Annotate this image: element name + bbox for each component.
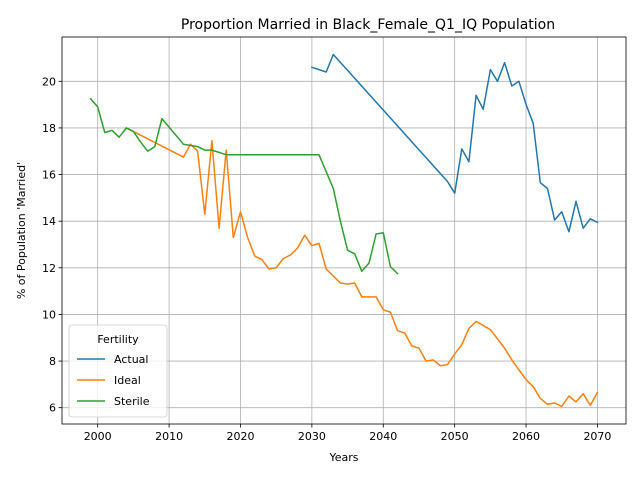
legend-box: [68, 324, 168, 418]
legend: Fertility Actual Ideal Sterile: [68, 324, 168, 418]
y-tick-label: 8: [49, 355, 56, 368]
x-tick-label: 2060: [512, 430, 540, 443]
legend-label-sterile: Sterile: [114, 395, 150, 408]
legend-title: Fertility: [97, 333, 139, 346]
x-tick-label: 2050: [441, 430, 469, 443]
plot-frame: [61, 36, 627, 425]
y-tick-label: 10: [42, 308, 56, 321]
y-tick-label: 20: [42, 75, 56, 88]
y-tick-label: 16: [42, 169, 56, 182]
x-tick-label: 2020: [226, 430, 254, 443]
chart-title: Proportion Married in Black_Female_Q1_IQ…: [181, 17, 555, 33]
x-tick-label: 2010: [155, 430, 183, 443]
legend-label-ideal: Ideal: [114, 374, 141, 387]
y-axis-label: % of Population 'Married': [15, 162, 28, 299]
grid: [62, 37, 626, 424]
series-line-actual: [310, 53, 599, 233]
series-line-sterile: [89, 97, 399, 275]
y-tick-label: 18: [42, 122, 56, 135]
y-tick-label: 6: [49, 402, 56, 415]
x-tick-label: 2000: [84, 430, 112, 443]
legend-label-actual: Actual: [114, 353, 148, 366]
y-tick-label: 12: [42, 262, 56, 275]
x-tick-label: 2070: [583, 430, 611, 443]
y-tick-label: 14: [42, 215, 56, 228]
x-tick-label: 2040: [369, 430, 397, 443]
x-axis-label: Years: [328, 451, 358, 464]
x-axis-ticks: 2000 2010 2020 2030 2040 2050 2060 2070: [84, 424, 611, 443]
y-axis-ticks: 6 8 10 12 14 16 18 20: [42, 75, 62, 415]
series-lines: [89, 53, 599, 408]
x-tick-label: 2030: [298, 430, 326, 443]
series-line-ideal: [125, 126, 599, 408]
